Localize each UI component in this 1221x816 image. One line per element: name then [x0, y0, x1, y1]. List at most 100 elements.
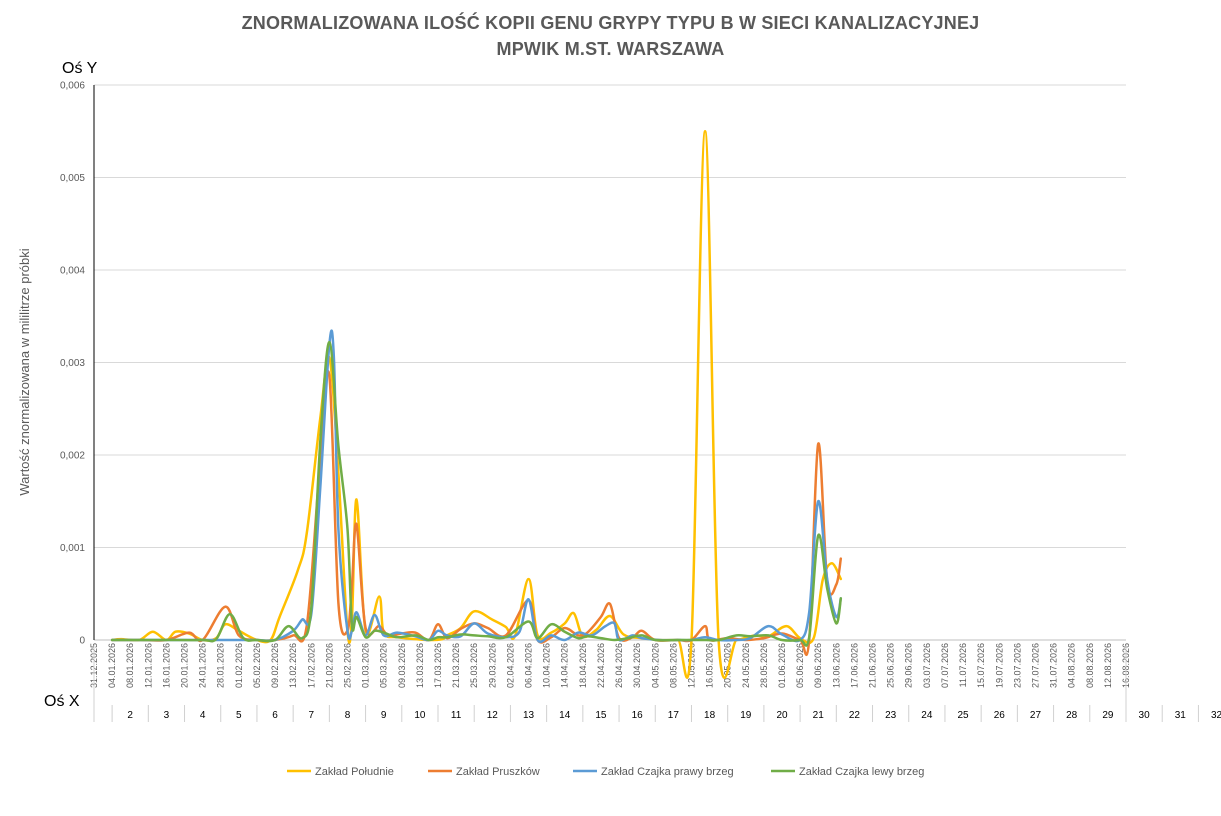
x-date-tick-label: 27.07.2026 — [1030, 643, 1040, 688]
x-date-tick-label: 11.07.2026 — [958, 643, 968, 687]
x-week-label: 5 — [236, 710, 242, 721]
x-week-label: 27 — [1030, 710, 1042, 721]
x-date-tick-label: 16.05.2026 — [705, 643, 715, 688]
x-date-tick-label: 26.04.2026 — [614, 643, 624, 688]
x-week-label: 15 — [595, 710, 607, 721]
series-line-3 — [110, 329, 843, 644]
x-date-tick-label: 17.06.2026 — [849, 643, 859, 688]
x-date-tick-label: 10.04.2026 — [542, 643, 552, 688]
x-date-tick-label: 12.08.2026 — [1103, 643, 1113, 688]
x-week-label: 23 — [885, 710, 897, 721]
x-date-tick-label: 19.07.2026 — [994, 643, 1004, 688]
y-tick-label: 0,006 — [60, 81, 85, 92]
x-week-label: 30 — [1139, 710, 1151, 721]
x-date-tick-label: 29.06.2026 — [904, 643, 914, 688]
x-date-tick-label: 04.01.2026 — [107, 643, 117, 688]
y-tick-label: 0,001 — [60, 543, 85, 554]
legend-entry: Zakład Czajka lewy brzeg — [799, 766, 924, 778]
x-date-tick-label: 09.03.2026 — [397, 643, 407, 688]
x-week-label: 6 — [272, 710, 278, 721]
x-week-label: 28 — [1066, 710, 1078, 721]
x-week-label: 26 — [994, 710, 1006, 721]
x-date-tick-label: 05.02.2026 — [252, 643, 262, 688]
x-date-tick-label: 05.03.2026 — [379, 643, 389, 688]
x-date-tick-label: 24.01.2026 — [198, 643, 208, 688]
x-date-tick-label: 14.04.2026 — [560, 643, 570, 688]
x-date-tick-label: 07.07.2026 — [940, 643, 950, 688]
x-week-label: 8 — [345, 710, 351, 721]
x-date-tick-label: 25.02.2026 — [342, 643, 352, 688]
x-axis-name: Oś X — [44, 693, 80, 710]
x-week-label: 10 — [414, 710, 426, 721]
x-date-tick-label: 06.04.2026 — [524, 643, 534, 688]
x-date-tick-label: 28.01.2026 — [216, 643, 226, 688]
x-date-tick-label: 23.07.2026 — [1012, 643, 1022, 688]
x-date-tick-label: 20.05.2026 — [723, 643, 733, 688]
x-date-tick-label: 28.05.2026 — [759, 643, 769, 688]
x-week-label: 29 — [1102, 710, 1114, 721]
x-date-tick-label: 02.04.2026 — [505, 643, 515, 688]
x-week-label: 22 — [849, 710, 861, 721]
x-date-tick-label: 25.03.2026 — [469, 643, 479, 688]
legend-entry: Zakład Pruszków — [456, 766, 540, 778]
y-tick-label: 0,004 — [60, 266, 85, 277]
x-date-tick-label: 21.06.2026 — [868, 643, 878, 688]
x-date-tick-label: 09.06.2026 — [813, 643, 823, 688]
x-week-label: 25 — [957, 710, 969, 721]
series-line-4 — [110, 340, 843, 647]
x-date-tick-label: 17.02.2026 — [306, 643, 316, 688]
x-week-label: 21 — [813, 710, 825, 721]
y-axis-name: Oś Y — [62, 60, 98, 77]
x-date-tick-label: 04.05.2026 — [650, 643, 660, 688]
x-date-tick-label: 01.03.2026 — [361, 643, 371, 688]
x-date-tick-label: 13.03.2026 — [415, 643, 425, 688]
x-week-label: 19 — [740, 710, 752, 721]
x-date-tick-label: 21.02.2026 — [324, 643, 334, 688]
x-date-tick-label: 05.06.2026 — [795, 643, 805, 688]
x-date-tick-label: 08.05.2026 — [668, 643, 678, 688]
x-date-tick-label: 13.06.2026 — [831, 643, 841, 688]
x-date-tick-label: 22.04.2026 — [596, 643, 606, 688]
x-week-label: 4 — [200, 710, 206, 721]
y-axis-label: Wartość znormalizowana w mililitrze prób… — [17, 248, 32, 495]
x-date-tick-label: 08.08.2026 — [1085, 643, 1095, 688]
x-date-tick-label: 01.02.2026 — [234, 643, 244, 688]
x-date-tick-label: 03.07.2026 — [922, 643, 932, 688]
x-week-label: 14 — [559, 710, 571, 721]
x-date-tick-label: 25.06.2026 — [886, 643, 896, 688]
x-date-tick-label: 18.04.2026 — [578, 643, 588, 688]
x-week-label: 9 — [381, 710, 387, 721]
x-date-tick-label: 13.02.2026 — [288, 643, 298, 688]
chart-title-line2: MPWIK M.ST. WARSZAWA — [496, 39, 725, 59]
x-date-tick-label: 24.05.2026 — [741, 643, 751, 688]
y-tick-label: 0,002 — [60, 451, 85, 462]
x-date-tick-label: 15.07.2026 — [976, 643, 986, 688]
series-line-1 — [110, 130, 843, 679]
x-week-label: 13 — [523, 710, 535, 721]
x-date-tick-label: 04.08.2026 — [1067, 643, 1077, 688]
x-week-label: 18 — [704, 710, 716, 721]
x-date-tick-label: 12.05.2026 — [686, 643, 696, 688]
x-week-label: 20 — [776, 710, 788, 721]
x-date-tick-label: 01.06.2026 — [777, 643, 787, 688]
x-week-label: 31 — [1175, 710, 1187, 721]
x-date-tick-label: 12.01.2026 — [143, 643, 153, 688]
legend-entry: Zakład Południe — [315, 766, 394, 778]
x-date-tick-label: 21.03.2026 — [451, 643, 461, 688]
x-date-tick-label: 08.01.2026 — [125, 643, 135, 688]
x-week-label: 2 — [127, 710, 133, 721]
x-date-tick-label: 20.01.2026 — [180, 643, 190, 688]
x-date-tick-label: 09.02.2026 — [270, 643, 280, 688]
x-week-label: 32 — [1211, 710, 1221, 721]
x-date-tick-label: 16.01.2026 — [161, 643, 171, 688]
x-week-label: 24 — [921, 710, 933, 721]
x-week-label: 16 — [632, 710, 644, 721]
x-week-label: 17 — [668, 710, 680, 721]
x-week-label: 3 — [164, 710, 170, 721]
x-week-label: 7 — [308, 710, 314, 721]
y-tick-label: 0 — [79, 636, 85, 647]
chart-title-line1: ZNORMALIZOWANA ILOŚĆ KOPII GENU GRYPY TY… — [241, 13, 980, 33]
y-tick-label: 0,003 — [60, 358, 85, 369]
x-date-tick-label: 31.07.2026 — [1049, 643, 1059, 688]
